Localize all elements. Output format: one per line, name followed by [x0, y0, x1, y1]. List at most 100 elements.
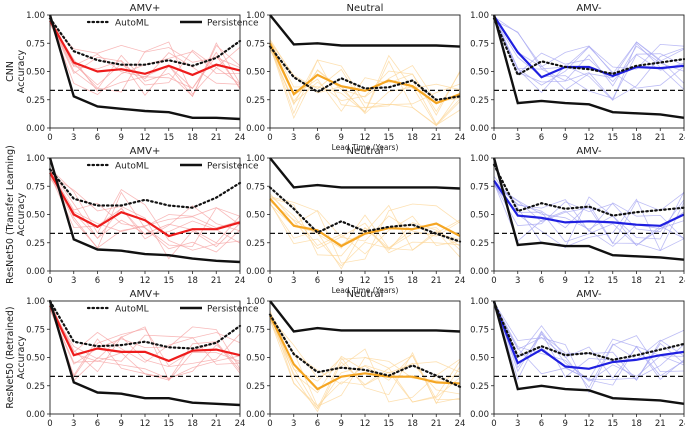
y-tick-label: 1.00: [246, 154, 265, 164]
ensemble-line: [493, 16, 685, 91]
x-tick-label: 6: [539, 276, 544, 286]
x-tick-label: 9: [119, 419, 124, 426]
ensemble-line: [49, 303, 241, 363]
x-tick-label: 24: [679, 419, 685, 426]
y-tick-label: 0.75: [470, 182, 489, 192]
persistence-line: [269, 300, 461, 333]
x-tick-label: 21: [211, 419, 222, 426]
x-tick-label: 9: [119, 276, 124, 286]
automl-line: [268, 313, 462, 388]
y-tick-label: 1.00: [26, 11, 45, 21]
row-label: ResNet50 (Transfer Learning): [5, 145, 16, 284]
y-tick-label: 1.00: [26, 297, 45, 307]
ensemble-line: [49, 174, 241, 244]
y-tick-label: 0.25: [246, 239, 265, 249]
x-tick-label: 6: [95, 133, 100, 143]
x-tick-label: 3: [71, 419, 76, 426]
x-tick-label: 15: [163, 133, 174, 143]
x-tick-label: 18: [631, 276, 642, 286]
x-tick-label: 18: [407, 276, 418, 286]
y-tick-label: 0.25: [470, 382, 489, 392]
axes-frame: [493, 300, 685, 415]
x-axis-label: Lead Time (Years): [332, 143, 399, 152]
x-tick-label: 12: [584, 276, 595, 286]
legend: AutoML Persistence: [86, 162, 259, 172]
automl-line: [48, 299, 242, 350]
x-tick-label: 0: [47, 133, 52, 143]
x-tick-label: 24: [679, 133, 685, 143]
y-tick-label: 1.00: [246, 11, 265, 21]
persistence-line: [492, 300, 685, 405]
ensemble-line: [269, 320, 461, 410]
x-tick-label: 6: [95, 419, 100, 426]
x-tick-label: 0: [267, 276, 272, 286]
subplot-title: AMV+: [130, 3, 161, 14]
legend-persistence-label: Persistence: [207, 162, 259, 172]
x-tick-label: 24: [235, 276, 246, 286]
subplot-title: Neutral: [347, 3, 384, 14]
x-tick-label: 21: [211, 276, 222, 286]
y-tick-label: 0.50: [246, 354, 265, 364]
x-tick-label: 18: [407, 133, 418, 143]
y-tick-label: 0.75: [26, 325, 45, 335]
subplot-0-2: AMV- 0 3 6 9 12 15 18 21 24 0.00 0.25 0.50 0.75 1.00: [470, 3, 685, 143]
y-tick-label: 0.00: [26, 267, 45, 277]
ensemble-line: [493, 301, 685, 380]
mean-line: [269, 315, 461, 391]
ensemble-line: [49, 16, 241, 86]
ensemble-line: [49, 169, 241, 247]
x-tick-label: 21: [431, 276, 442, 286]
x-tick-label: 0: [47, 419, 52, 426]
subplot-title: AMV+: [130, 289, 161, 300]
x-tick-label: 6: [539, 133, 544, 143]
x-tick-label: 18: [187, 133, 198, 143]
ensemble-line: [49, 174, 241, 260]
x-tick-label: 3: [291, 419, 296, 426]
subplot-1-0: AMV+ 0 3 6 9 12 15 18 21 24 0.00 0.25 0.50 0.75 1.00 Re…: [5, 145, 259, 286]
legend-persistence-label: Persistence: [207, 19, 259, 29]
x-tick-label: 21: [431, 419, 442, 426]
x-tick-label: 0: [47, 276, 52, 286]
ensemble-line: [493, 17, 685, 87]
ensemble-line: [49, 168, 241, 253]
ensemble-line: [49, 309, 241, 370]
x-tick-label: 0: [491, 419, 496, 426]
subplot-1-2: AMV- 0 3 6 9 12 15 18 21 24 0.00 0.25 0.50 0.75 1.00: [470, 146, 685, 286]
ensemble-line: [493, 15, 685, 102]
ensemble-line: [493, 182, 685, 247]
x-tick-label: 15: [607, 276, 618, 286]
y-tick-label: 0.50: [470, 211, 489, 221]
ensemble-line: [269, 201, 461, 251]
x-tick-label: 18: [187, 419, 198, 426]
x-axis-label: Lead Time (Years): [332, 286, 399, 295]
subplot-title: Neutral: [347, 289, 384, 300]
y-axis-label: Accuracy: [16, 49, 27, 93]
x-tick-label: 3: [291, 276, 296, 286]
y-tick-label: 0.50: [26, 211, 45, 221]
ensemble-line: [49, 303, 241, 382]
ensemble-line: [493, 16, 685, 75]
y-tick-label: 0.00: [246, 410, 265, 420]
mean-line: [493, 179, 685, 227]
y-tick-label: 0.00: [470, 410, 489, 420]
ensemble-line: [269, 320, 461, 407]
ensemble-line: [269, 193, 461, 254]
x-tick-label: 24: [455, 419, 466, 426]
row-label: ResNet50 (Retrained): [5, 306, 16, 408]
subplot-2-1: Neutral 0 3 6 9 12 15 18 21 24 0.00 0.25 0.50 0.75 1.0…: [246, 289, 465, 426]
ensemble-line: [49, 308, 241, 368]
y-tick-label: 0.75: [246, 325, 265, 335]
y-tick-label: 0.25: [246, 382, 265, 392]
y-tick-label: 0.50: [470, 354, 489, 364]
x-tick-label: 12: [140, 276, 151, 286]
mean-line: [269, 42, 461, 105]
y-tick-label: 0.00: [26, 124, 45, 134]
legend-persistence-label: Persistence: [207, 305, 259, 315]
ensemble-line: [269, 197, 461, 257]
legend: AutoML Persistence: [86, 305, 259, 315]
ensemble-line: [269, 45, 461, 120]
x-tick-label: 9: [339, 133, 344, 143]
subplot-title: Neutral: [347, 146, 384, 157]
x-tick-label: 9: [563, 133, 568, 143]
automl-line: [48, 17, 242, 67]
